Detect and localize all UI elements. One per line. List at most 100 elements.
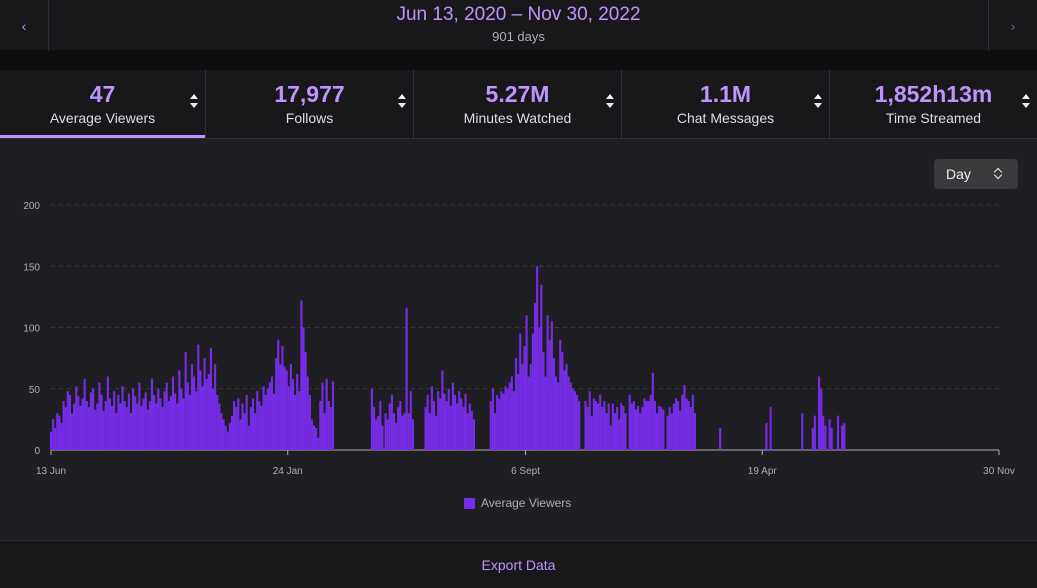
data-bar [325, 378, 328, 450]
data-bar [52, 419, 55, 450]
chevron-right-icon: › [1010, 17, 1016, 34]
data-bar [616, 407, 619, 450]
data-bar [820, 388, 823, 450]
chevron-left-icon: ‹ [21, 17, 27, 34]
sort-icon[interactable] [813, 94, 823, 108]
data-bar [544, 376, 547, 450]
data-bar [519, 333, 522, 450]
data-bar [73, 403, 76, 450]
sort-icon[interactable] [1021, 94, 1031, 108]
data-bar [472, 419, 476, 450]
data-bar [375, 419, 378, 450]
data-bar [140, 405, 143, 450]
next-range-button[interactable]: › [988, 0, 1037, 51]
data-bar [165, 382, 168, 450]
granularity-select[interactable]: Day [934, 159, 1018, 189]
data-bar [300, 300, 303, 450]
sort-icon[interactable] [397, 94, 407, 108]
stat-label: Time Streamed [885, 110, 982, 126]
data-bar [167, 401, 170, 450]
data-bar [291, 378, 295, 450]
data-bar [453, 394, 457, 450]
data-bar [317, 437, 320, 450]
data-bar [590, 415, 593, 450]
data-bar [573, 391, 577, 450]
data-bar [428, 413, 431, 450]
data-bar [224, 425, 227, 450]
data-bar [197, 344, 200, 450]
data-bar [651, 372, 654, 450]
data-bar [327, 401, 330, 450]
data-bar [216, 394, 219, 450]
previous-range-button[interactable]: ‹ [0, 0, 49, 51]
data-bar [624, 413, 627, 450]
stat-tab-minutes-watched[interactable]: 5.27M Minutes Watched [414, 70, 622, 138]
y-tick-label: 50 [29, 385, 41, 396]
date-range-label: Jun 13, 2020 – Nov 30, 2022 [396, 4, 641, 25]
data-bar [169, 396, 172, 450]
data-bar [801, 413, 804, 450]
legend-swatch [464, 497, 475, 509]
data-bar [632, 401, 635, 450]
data-bar [769, 407, 772, 450]
data-bar [571, 388, 574, 450]
data-bar [256, 391, 259, 450]
data-bar [683, 385, 686, 450]
data-bar [331, 381, 335, 450]
data-bar [395, 423, 398, 450]
data-bar [258, 401, 261, 450]
data-bar [559, 339, 562, 450]
data-bar [209, 348, 212, 450]
data-bar [243, 413, 246, 450]
data-bar [254, 413, 257, 450]
data-bar [618, 419, 621, 450]
x-tick-label: 6 Sept [511, 466, 540, 477]
data-bar [127, 393, 130, 450]
export-data-link[interactable]: Export Data [481, 556, 556, 573]
data-bar [184, 352, 187, 450]
data-bar [75, 386, 78, 450]
data-bar [489, 401, 492, 450]
data-bar [199, 370, 202, 450]
data-bar [205, 378, 208, 450]
legend-label: Average Viewers [481, 496, 572, 510]
sort-icon[interactable] [189, 94, 199, 108]
footer: Export Data [0, 540, 1037, 588]
data-bar [439, 398, 442, 450]
y-tick-label: 150 [23, 262, 40, 273]
stat-tab-time-streamed[interactable]: 1,852h13m Time Streamed [830, 70, 1037, 138]
data-bar [603, 401, 606, 450]
data-bar [533, 303, 537, 450]
data-bar [681, 394, 684, 450]
data-bar [407, 413, 410, 450]
data-bar [273, 393, 276, 450]
chart-legend[interactable]: Average Viewers [464, 496, 571, 510]
stat-tab-chat-messages[interactable]: 1.1M Chat Messages [622, 70, 830, 138]
data-bar [500, 391, 503, 450]
data-bar [228, 423, 231, 450]
data-bar [491, 388, 494, 450]
data-bar [260, 405, 263, 450]
data-bar [245, 394, 248, 450]
sort-icon[interactable] [605, 94, 615, 108]
stat-value: 47 [89, 81, 116, 107]
stat-label: Follows [285, 110, 334, 126]
data-bar [100, 394, 103, 450]
average-viewers-chart: 0 50 100 150 200 13 Jun 24 Jan 6 Sept 19 Apr 30 N… [23, 201, 1015, 477]
data-bar [828, 419, 831, 450]
data-bar [172, 376, 175, 450]
data-bar [308, 394, 311, 450]
data-bar [159, 398, 162, 450]
data-bar [830, 427, 833, 450]
stat-tab-follows[interactable]: 17,977 Follows [206, 70, 414, 138]
stat-tab-average-viewers[interactable]: 47 Average Viewers [0, 70, 206, 138]
data-bar [218, 403, 221, 450]
data-bar [609, 425, 612, 450]
data-bar [289, 364, 292, 450]
data-bar [674, 398, 678, 450]
data-bar [157, 388, 160, 450]
data-bar [270, 376, 274, 450]
data-bar [379, 401, 382, 450]
data-bar [110, 405, 114, 450]
data-bar [161, 407, 164, 450]
